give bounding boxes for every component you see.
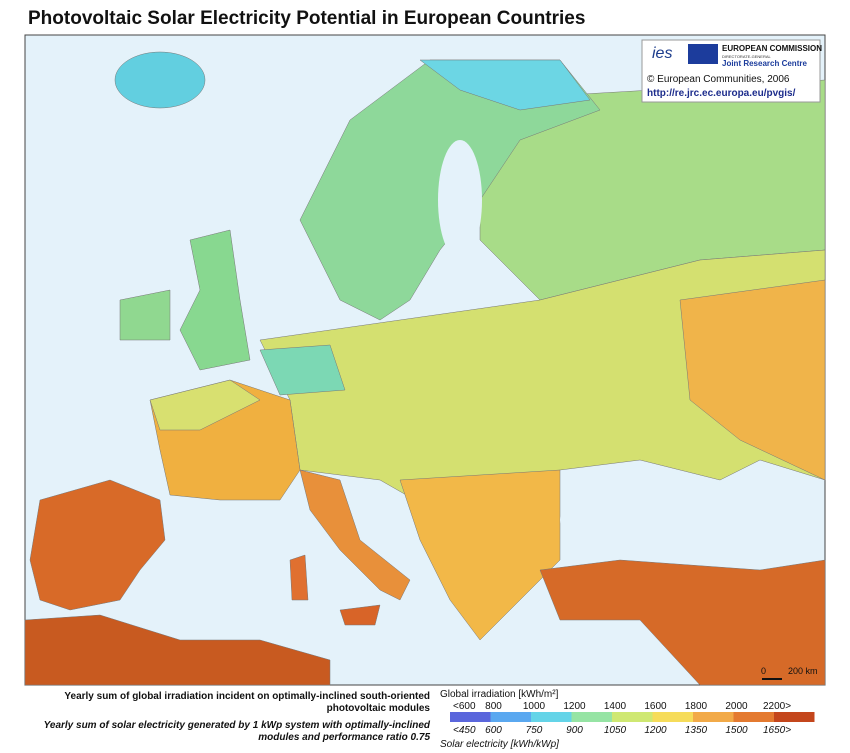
- legend-swatch: [571, 712, 612, 722]
- url[interactable]: http://re.jrc.ec.europa.eu/pvgis/: [647, 88, 796, 99]
- electricity-tick: 1050: [604, 725, 627, 736]
- ies-logo: ies: [652, 45, 672, 62]
- irradiation-desc: Yearly sum of global irradiation inciden…: [64, 691, 430, 714]
- legend-swatch: [733, 712, 774, 722]
- jrc-name: Joint Research Centre: [722, 59, 807, 68]
- map: ies EUROPEAN COMMISSION DIRECTORATE-GENE…: [24, 34, 826, 686]
- irradiation-tick: 1200: [563, 701, 586, 712]
- electricity-tick: 1200: [644, 725, 667, 736]
- legend-swatch: [774, 712, 815, 722]
- electricity-tick: <450: [453, 725, 476, 736]
- land: [24, 51, 826, 686]
- irradiation-tick: 2200>: [763, 701, 791, 712]
- dg-name: DIRECTORATE-GENERAL: [722, 54, 772, 59]
- copyright: © European Communities, 2006: [647, 74, 790, 85]
- legend-swatch: [450, 712, 491, 722]
- irradiation-tick: 1000: [523, 701, 546, 712]
- scale-zero: 0: [761, 666, 766, 676]
- irradiation-tick: 1400: [604, 701, 627, 712]
- legend-bar: <600 800 1000 1200 1400 1600 1800 2000 2200> <450…: [450, 701, 815, 736]
- electricity-tick: 900: [566, 725, 583, 736]
- irradiation-tick: 2000: [725, 701, 748, 712]
- electricity-unit: Solar electricity [kWh/kWp]: [440, 739, 559, 750]
- legend-swatch: [612, 712, 653, 722]
- electricity-tick: 750: [526, 725, 543, 736]
- legend-swatch: [531, 712, 572, 722]
- scale-label: 200 km: [788, 666, 818, 676]
- electricity-desc: Yearly sum of solar electricity generate…: [43, 720, 430, 743]
- scale-bar: 0 200 km: [761, 666, 818, 680]
- electricity-tick: 1650>: [763, 725, 791, 736]
- eu-flag: [688, 44, 718, 64]
- logo-box: ies EUROPEAN COMMISSION DIRECTORATE-GENE…: [641, 39, 822, 103]
- irradiation-tick: 1600: [644, 701, 667, 712]
- electricity-tick: 600: [485, 725, 502, 736]
- irradiation-tick: <600: [453, 701, 476, 712]
- irradiation-unit: Global irradiation [kWh/m²]: [440, 689, 559, 700]
- title: Photovoltaic Solar Electricity Potential…: [28, 8, 586, 29]
- legend-swatch: [652, 712, 693, 722]
- logo-background: [641, 39, 821, 103]
- org-name: EUROPEAN COMMISSION: [722, 44, 822, 53]
- irradiation-tick: 800: [485, 701, 502, 712]
- irradiation-tick: 1800: [685, 701, 708, 712]
- electricity-tick: 1500: [725, 725, 748, 736]
- electricity-tick: 1350: [685, 725, 708, 736]
- legend-swatch: [490, 712, 531, 722]
- legend-swatch: [693, 712, 734, 722]
